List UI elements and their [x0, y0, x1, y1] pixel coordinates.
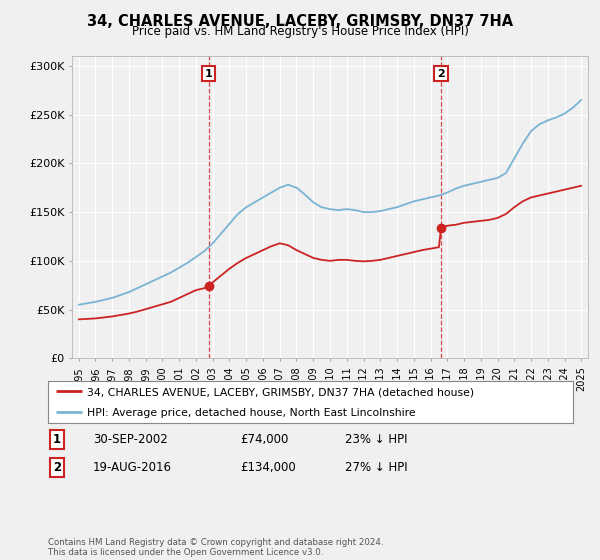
Text: 1: 1	[53, 433, 61, 446]
Text: 2: 2	[53, 461, 61, 474]
Text: 30-SEP-2002: 30-SEP-2002	[93, 433, 168, 446]
Text: 1: 1	[205, 68, 212, 78]
Text: £134,000: £134,000	[240, 461, 296, 474]
Text: £74,000: £74,000	[240, 433, 289, 446]
Text: 27% ↓ HPI: 27% ↓ HPI	[345, 461, 407, 474]
Text: Price paid vs. HM Land Registry's House Price Index (HPI): Price paid vs. HM Land Registry's House …	[131, 25, 469, 38]
Text: 34, CHARLES AVENUE, LACEBY, GRIMSBY, DN37 7HA: 34, CHARLES AVENUE, LACEBY, GRIMSBY, DN3…	[87, 14, 513, 29]
Text: 19-AUG-2016: 19-AUG-2016	[93, 461, 172, 474]
Text: HPI: Average price, detached house, North East Lincolnshire: HPI: Average price, detached house, Nort…	[88, 408, 416, 418]
Text: 23% ↓ HPI: 23% ↓ HPI	[345, 433, 407, 446]
Text: 2: 2	[437, 68, 445, 78]
Text: Contains HM Land Registry data © Crown copyright and database right 2024.
This d: Contains HM Land Registry data © Crown c…	[48, 538, 383, 557]
Text: 34, CHARLES AVENUE, LACEBY, GRIMSBY, DN37 7HA (detached house): 34, CHARLES AVENUE, LACEBY, GRIMSBY, DN3…	[88, 387, 475, 397]
